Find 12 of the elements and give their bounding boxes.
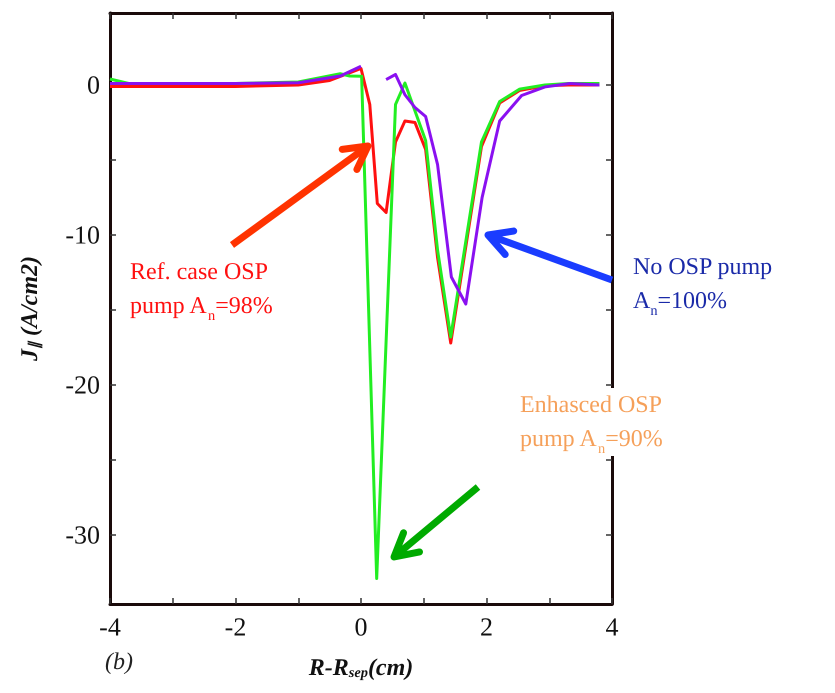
y-axis-title: J∥ (A/cm2) (17, 256, 43, 362)
x-axis-title: R-Rsep(cm) (308, 655, 414, 681)
y-tick-label: -20 (65, 370, 100, 400)
text: (b) (105, 649, 133, 675)
x-tick-label: 2 (480, 612, 493, 642)
y-tick-label: 0 (87, 70, 100, 100)
y-tick-label: -10 (65, 220, 100, 250)
y-tick-label: -30 (65, 520, 100, 550)
x-tick-label: -2 (224, 612, 246, 642)
x-tick-label: -4 (99, 612, 121, 642)
x-tick-label: 0 (354, 612, 368, 642)
x-tick-label: 4 (606, 612, 618, 642)
